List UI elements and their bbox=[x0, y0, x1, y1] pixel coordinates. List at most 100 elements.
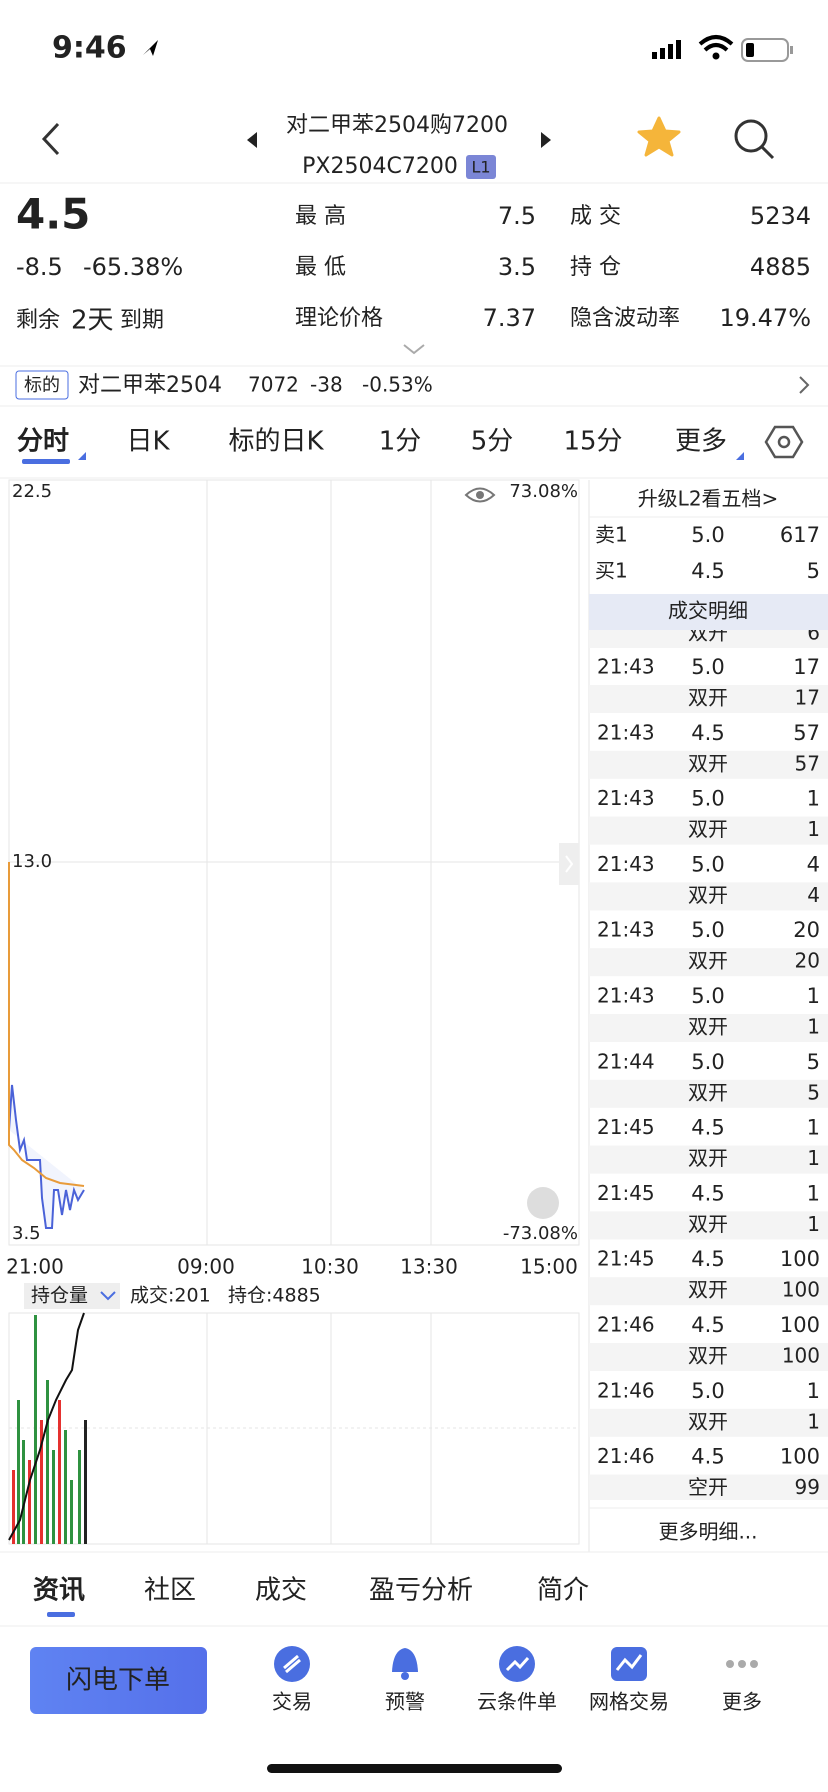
trade-time: 21:44 bbox=[597, 1049, 655, 1073]
trade-open-interest: 100 bbox=[782, 1278, 820, 1302]
trade-price: 5.0 bbox=[691, 1379, 724, 1403]
trade-row-bg bbox=[589, 1408, 828, 1437]
info-tab[interactable]: 社区 bbox=[144, 1576, 196, 1606]
trade-row-bg bbox=[589, 1014, 828, 1042]
trades-list: 双开 6 21:43 5.0 17 双开 17 21:43 4.5 57 双开 57 21:43 5.0 1… bbox=[589, 621, 828, 1500]
stat-label: 理论价格 bbox=[295, 306, 383, 331]
level-badge: L1 bbox=[471, 158, 490, 177]
back-button[interactable] bbox=[41, 122, 60, 156]
level-badge-box bbox=[466, 155, 496, 179]
volume-selector-caret bbox=[100, 1291, 116, 1301]
trade-qty: 100 bbox=[780, 1247, 820, 1271]
trades-header-bg bbox=[589, 594, 828, 630]
trade-time: 21:43 bbox=[597, 852, 655, 876]
trade-type: 双开 bbox=[688, 751, 728, 775]
search-button[interactable] bbox=[734, 119, 775, 160]
panel-toggle[interactable] bbox=[559, 843, 579, 885]
average-line bbox=[8, 862, 85, 1187]
nav-label[interactable]: 网格交易 bbox=[589, 1690, 669, 1714]
trade-time: 21:45 bbox=[597, 1115, 655, 1139]
trade-price: 5.0 bbox=[691, 787, 724, 811]
book-qty: 5 bbox=[807, 559, 820, 583]
stat-label: 成 交 bbox=[570, 204, 621, 229]
trade-type: 双开 bbox=[688, 1146, 728, 1170]
trade-row-bg bbox=[589, 750, 828, 779]
stat-value: 19.47% bbox=[719, 304, 811, 332]
trade-open-interest: 1 bbox=[807, 1212, 820, 1236]
info-tab[interactable]: 盈亏分析 bbox=[369, 1576, 473, 1606]
trade-row-bg bbox=[589, 1145, 828, 1174]
trade-qty: 1 bbox=[807, 984, 820, 1008]
prev-button[interactable] bbox=[247, 132, 257, 148]
chart-tab[interactable]: 标的日K bbox=[228, 427, 324, 457]
price-change: -8.5 bbox=[16, 253, 63, 281]
trade-qty: 100 bbox=[780, 1313, 820, 1337]
favorite-button[interactable] bbox=[637, 116, 681, 157]
volume-bars bbox=[12, 1315, 87, 1544]
trade-qty: 100 bbox=[780, 1445, 820, 1469]
status-icons bbox=[143, 35, 793, 62]
title: 对二甲苯2504购7200 bbox=[286, 113, 508, 138]
chart-tab[interactable]: 1分 bbox=[379, 427, 422, 457]
expand-toggle[interactable] bbox=[403, 344, 425, 355]
trade-type: 双开 bbox=[688, 949, 728, 973]
active-tab-indicator bbox=[22, 459, 70, 464]
underlying-change: -38 bbox=[310, 373, 343, 397]
trade-price: 5.0 bbox=[691, 984, 724, 1008]
trade-type: 双开 bbox=[688, 621, 728, 645]
nav-label[interactable]: 云条件单 bbox=[477, 1690, 557, 1714]
stat-value: 3.5 bbox=[498, 253, 536, 281]
trade-open-interest: 99 bbox=[795, 1475, 820, 1499]
trade-row-bg bbox=[589, 816, 828, 845]
open-interest-line bbox=[8, 1312, 85, 1541]
trade-price: 5.0 bbox=[691, 918, 724, 942]
chart-tab[interactable]: 5分 bbox=[471, 427, 514, 457]
trade-qty: 4 bbox=[807, 852, 820, 876]
trade-row-bg bbox=[589, 948, 828, 977]
info-tab[interactable]: 资讯 bbox=[33, 1576, 85, 1606]
underlying-arrow[interactable] bbox=[799, 376, 810, 394]
price-min-label: 3.5 bbox=[12, 1223, 41, 1244]
trade-row-bg bbox=[589, 685, 828, 713]
trade-row-bg bbox=[589, 882, 828, 911]
stat-value: 4885 bbox=[750, 253, 811, 281]
time-axis-label: 13:30 bbox=[400, 1255, 458, 1279]
chart-tab[interactable]: 15分 bbox=[563, 427, 622, 457]
trade-open-interest: 1 bbox=[807, 817, 820, 841]
price-line bbox=[8, 1084, 85, 1229]
pct-max-label: 73.08% bbox=[509, 481, 578, 502]
trade-qty: 5 bbox=[807, 1050, 820, 1074]
nav-label[interactable]: 交易 bbox=[272, 1690, 312, 1714]
settings-button[interactable] bbox=[764, 425, 804, 459]
trade-price: 4.5 bbox=[691, 721, 724, 745]
trade-type: 双开 bbox=[688, 883, 728, 907]
trades-title: 成交明细 bbox=[668, 599, 748, 623]
eye-icon[interactable] bbox=[464, 487, 496, 503]
chart-tab[interactable]: 日K bbox=[126, 427, 170, 457]
book-qty: 617 bbox=[780, 523, 820, 547]
tab-caret bbox=[736, 452, 744, 460]
volume-open-interest: 持仓:4885 bbox=[228, 1285, 321, 1307]
fullscreen-button[interactable] bbox=[527, 1187, 559, 1219]
trade-price: 4.5 bbox=[691, 1445, 724, 1469]
quick-order-button[interactable] bbox=[30, 1647, 207, 1714]
more-trades-link[interactable]: 更多明细... bbox=[658, 1520, 757, 1544]
stat-label: 最 低 bbox=[295, 255, 346, 280]
trade-price: 5.0 bbox=[691, 655, 724, 679]
info-tab[interactable]: 成交 bbox=[255, 1576, 307, 1606]
trade-open-interest: 5 bbox=[807, 1080, 820, 1104]
trade-row-bg bbox=[589, 1211, 828, 1240]
trade-time: 21:43 bbox=[597, 786, 655, 810]
upgrade-link[interactable]: 升级L2看五档> bbox=[638, 487, 779, 511]
chart-tab[interactable]: 分时 bbox=[17, 427, 69, 457]
chart-tab[interactable]: 更多 bbox=[675, 427, 727, 457]
next-button[interactable] bbox=[541, 132, 551, 148]
info-tab[interactable]: 简介 bbox=[537, 1576, 589, 1606]
nav-label[interactable]: 预警 bbox=[385, 1690, 425, 1714]
trade-row-bg bbox=[589, 1277, 828, 1306]
volume-selector[interactable]: 持仓量 bbox=[31, 1285, 88, 1307]
book-price: 5.0 bbox=[691, 523, 724, 547]
nav-label[interactable]: 更多 bbox=[722, 1690, 762, 1714]
stat-label: 隐含波动率 bbox=[570, 306, 680, 331]
trade-qty: 1 bbox=[807, 1116, 820, 1140]
